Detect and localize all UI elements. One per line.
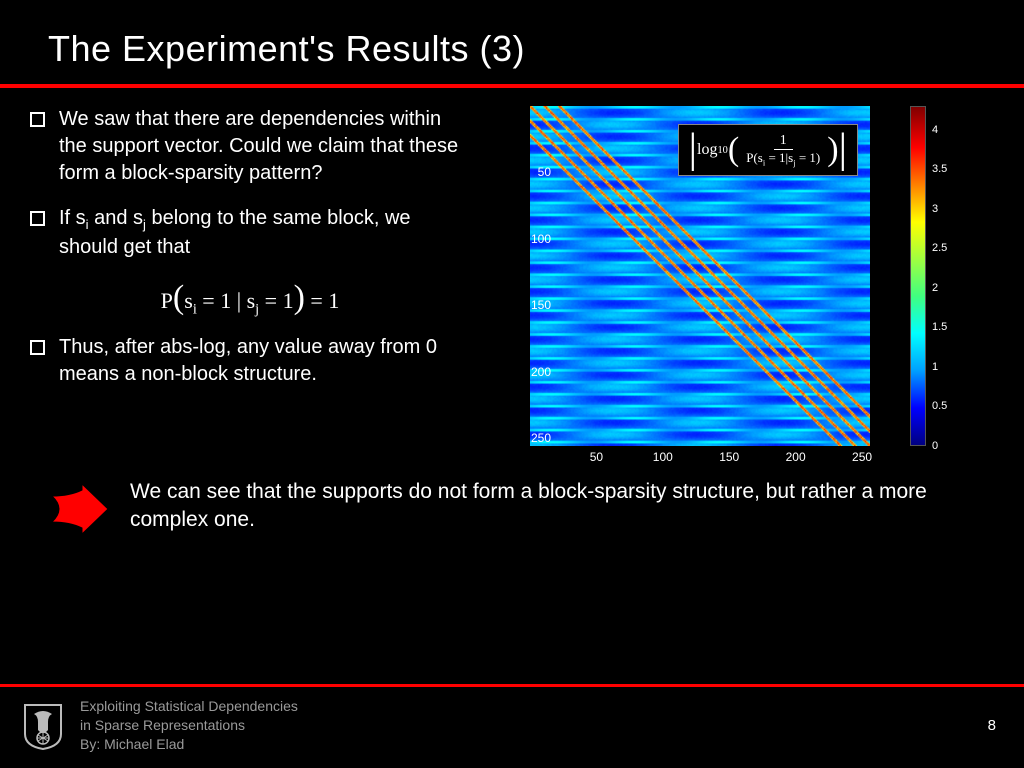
bullet-2-seg: If s: [59, 207, 86, 229]
heatmap: 50100150200250 | log10 ( 1 P(si = 1|sj =…: [530, 106, 870, 446]
title-divider: [0, 84, 1024, 88]
frac-denominator: P(si = 1|sj = 1): [742, 150, 824, 168]
formula-seg: = 1 | s: [197, 288, 255, 313]
abs-bar-icon: |: [689, 133, 697, 167]
overlay-ten: 10: [717, 145, 727, 156]
bullet-3: Thus, after abs-log, any value away from…: [30, 334, 470, 388]
paren-close-icon: ): [294, 279, 305, 316]
page-number: 8: [988, 717, 996, 734]
heatmap-formula-overlay: | log10 ( 1 P(si = 1|sj = 1) ) |: [678, 124, 858, 176]
institution-logo-icon: [22, 702, 64, 750]
overlay-log: log: [697, 141, 717, 159]
bullet-marker-icon: [30, 211, 45, 226]
title-area: The Experiment's Results (3): [0, 0, 1024, 84]
bullet-2-seg: and s: [89, 207, 143, 229]
bullet-list: We saw that there are dependencies withi…: [30, 106, 480, 466]
footer-line1: Exploiting Statistical Dependencies: [80, 697, 988, 716]
conclusion-text: We can see that the supports do not form…: [130, 478, 984, 535]
bullet-2: If si and sj belong to the same block, w…: [30, 205, 470, 261]
paren-close-icon: ): [827, 131, 838, 169]
bullet-marker-icon: [30, 340, 45, 355]
footer-line2: in Sparse Representations: [80, 716, 988, 735]
arrow-right-icon: [48, 482, 112, 536]
footer-line3: By: Michael Elad: [80, 735, 988, 754]
formula-rhs: = 1: [305, 288, 339, 313]
bullet-3-text: Thus, after abs-log, any value away from…: [59, 334, 470, 388]
formula-p: P: [161, 288, 173, 313]
heatmap-container: 50100150200250 | log10 ( 1 P(si = 1|sj =…: [500, 106, 880, 466]
conclusion-row: We can see that the supports do not form…: [0, 466, 1024, 536]
bullet-2-text: If si and sj belong to the same block, w…: [59, 205, 470, 261]
chart-area: 50100150200250 | log10 ( 1 P(si = 1|sj =…: [480, 106, 1004, 466]
formula-seg: = 1: [259, 288, 293, 313]
formula-s: s: [184, 288, 193, 313]
x-axis-ticks: 50100150200250: [530, 446, 870, 466]
y-axis-ticks: 50100150200250: [525, 106, 555, 446]
abs-bar-icon: |: [839, 133, 847, 167]
overlay-eq: = 1: [765, 150, 785, 165]
footer-text: Exploiting Statistical Dependencies in S…: [80, 697, 988, 754]
page-title: The Experiment's Results (3): [48, 28, 984, 70]
colorbar-ticks: 00.511.522.533.54: [930, 106, 960, 446]
probability-formula: P(si = 1 | sj = 1) = 1: [30, 279, 470, 318]
frac-numerator: 1: [774, 133, 793, 150]
overlay-eq: = 1: [796, 150, 816, 165]
overlay-fraction: 1 P(si = 1|sj = 1): [742, 133, 824, 168]
colorbar-gradient: [910, 106, 926, 446]
paren-open-icon: (: [173, 279, 184, 316]
overlay-p: P: [746, 150, 753, 165]
colorbar: 00.511.522.533.54: [910, 106, 960, 446]
content-area: We saw that there are dependencies withi…: [0, 106, 1024, 466]
footer-content: Exploiting Statistical Dependencies in S…: [0, 687, 1024, 768]
footer: Exploiting Statistical Dependencies in S…: [0, 684, 1024, 768]
bullet-1-text: We saw that there are dependencies withi…: [59, 106, 470, 187]
bullet-marker-icon: [30, 112, 45, 127]
paren-open-icon: (: [728, 131, 739, 169]
bullet-1: We saw that there are dependencies withi…: [30, 106, 470, 187]
